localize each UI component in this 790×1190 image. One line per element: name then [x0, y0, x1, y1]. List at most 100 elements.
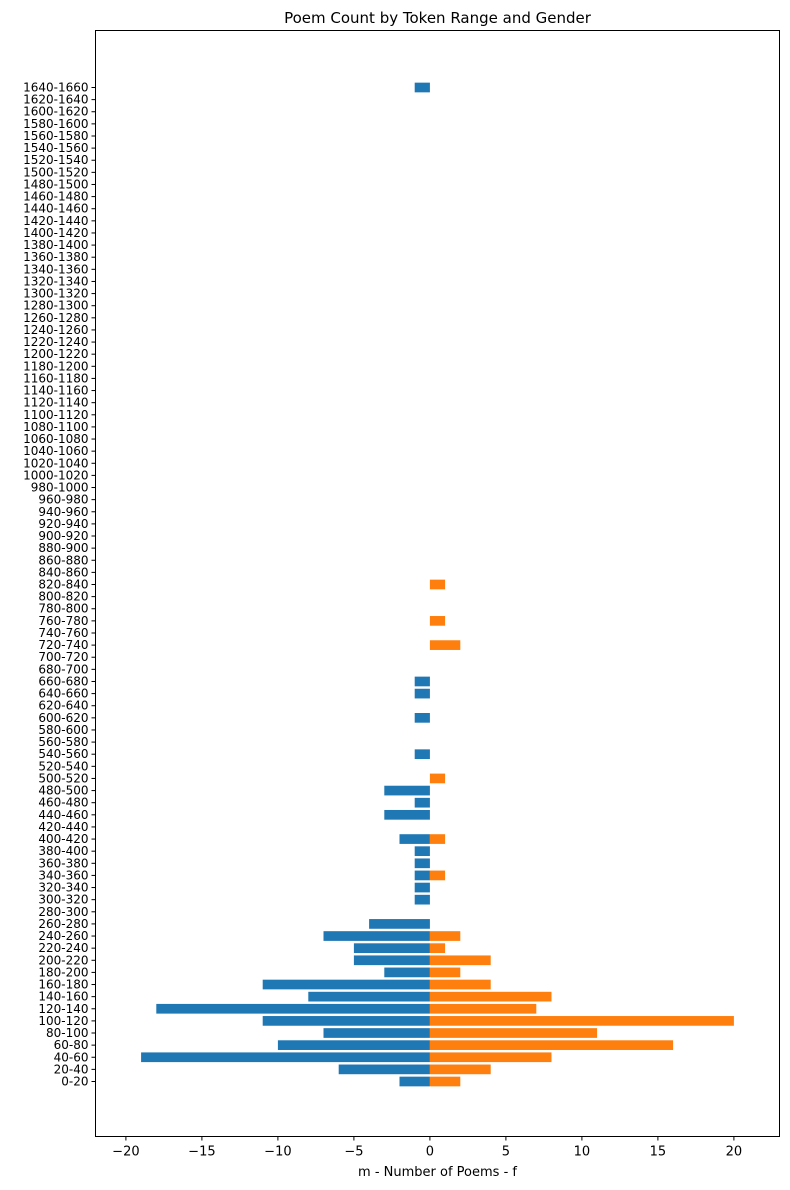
y-tick-label: 420-440: [38, 820, 88, 834]
bar-series-1-400-420: [399, 834, 430, 844]
x-axis-label: m - Number of Poems - f: [358, 1165, 517, 1180]
bar-series-2-0-20: [429, 1076, 461, 1087]
bar-series-2-220-240: [429, 943, 446, 954]
y-tick-label: 960-980: [38, 493, 88, 507]
bar-series-1-660-680: [414, 676, 430, 687]
bar-series-1-140-160: [308, 991, 430, 1002]
y-tick-label: 1100-1120: [23, 408, 88, 422]
y-tick-label: 1220-1240: [23, 335, 88, 349]
chart-title: Poem Count by Token Range and Gender: [284, 9, 592, 27]
y-tick-label: 740-760: [38, 626, 88, 640]
y-tick-label: 1380-1400: [23, 238, 88, 252]
y-tick-label: 1240-1260: [23, 323, 88, 337]
bar-series-2-160-180: [429, 979, 491, 990]
y-tick-label: 1420-1440: [23, 214, 88, 228]
y-tick-label: 300-320: [38, 893, 88, 907]
y-tick-label: 1560-1580: [23, 129, 88, 143]
y-tick-label: 120-140: [38, 1002, 88, 1016]
y-tick-label: 220-240: [38, 941, 88, 955]
y-tick-label: 1540-1560: [23, 141, 88, 155]
y-tick-label: 340-360: [38, 868, 88, 882]
bar-series-2-40-60: [429, 1052, 552, 1063]
y-tick-label: 1260-1280: [23, 311, 88, 325]
y-tick-label: 360-380: [38, 856, 88, 870]
bar-series-1-480-500: [384, 785, 430, 796]
bar-series-1-320-340: [414, 882, 430, 893]
y-tick-label: 1040-1060: [23, 444, 88, 458]
y-tick-label: 920-940: [38, 517, 88, 531]
y-tick-label: 1400-1420: [23, 226, 88, 240]
y-tick-label: 460-480: [38, 796, 88, 810]
bar-series-2-80-100: [429, 1028, 598, 1038]
bar-series-1-120-140: [156, 1003, 430, 1014]
y-tick-label: 40-60: [54, 1050, 89, 1064]
y-tick-label: 0-20: [61, 1075, 88, 1089]
x-tick-label: −20: [112, 1145, 139, 1160]
y-tick-label: 720-740: [38, 638, 88, 652]
bar-series-2-760-780: [429, 616, 446, 626]
y-tick-label: 640-660: [38, 687, 88, 701]
y-tick-label: 1000-1020: [23, 468, 88, 482]
bar-series-2-60-80: [429, 1040, 674, 1050]
bar-series-2-500-520: [429, 773, 446, 784]
y-tick-label: 180-200: [38, 965, 88, 979]
y-tick-label: 100-120: [38, 1014, 88, 1028]
bar-series-1-640-660: [414, 688, 430, 699]
y-tick-label: 620-640: [38, 699, 88, 713]
y-tick-label: 600-620: [38, 711, 88, 725]
bar-series-1-220-240: [353, 943, 430, 954]
y-tick-label: 280-300: [38, 905, 88, 919]
x-tick-label: 5: [502, 1145, 510, 1160]
x-tick-label: −10: [264, 1145, 291, 1160]
y-tick-label: 1080-1100: [23, 420, 88, 434]
bar-series-2-720-740: [429, 640, 461, 650]
y-tick-label: 940-960: [38, 505, 88, 519]
x-tick-label: −15: [188, 1145, 215, 1160]
y-tick-label: 1460-1480: [23, 190, 88, 204]
bar-series-1-360-380: [414, 858, 430, 869]
y-tick-label: 1640-1660: [23, 81, 88, 95]
y-tick-label: 860-880: [38, 553, 88, 567]
y-tick-label: 80-100: [46, 1026, 89, 1040]
y-tick-label: 320-340: [38, 881, 88, 895]
bar-series-2-240-260: [429, 931, 461, 941]
x-tick-label: 15: [650, 1145, 667, 1160]
y-tick-label: 500-520: [38, 771, 88, 785]
x-axis: −20 −15 −10 −5 0 5 10 15 20: [112, 1136, 742, 1160]
y-tick-label: 680-700: [38, 662, 88, 676]
bar-series-1-540-560: [414, 749, 430, 760]
y-tick-label: 1620-1640: [23, 93, 88, 107]
bar-series-1-440-460: [384, 809, 430, 820]
bar-series-1-80-100: [323, 1028, 430, 1038]
y-tick-label: 1480-1500: [23, 177, 88, 191]
bar-series-2-140-160: [429, 991, 552, 1002]
y-tick-label: 160-180: [38, 978, 88, 992]
bar-series-2-120-140: [429, 1003, 537, 1014]
y-tick-label: 980-1000: [31, 481, 89, 495]
y-tick-label: 840-860: [38, 565, 88, 579]
y-tick-label: 1340-1360: [23, 262, 88, 276]
y-tick-label: 1520-1540: [23, 153, 88, 167]
y-tick-label: 800-820: [38, 590, 88, 604]
bar-series-1-60-80: [277, 1040, 430, 1050]
y-tick-label: 200-220: [38, 953, 88, 967]
bar-series-2-180-200: [429, 967, 461, 978]
y-tick-label: 820-840: [38, 578, 88, 592]
x-tick-label: 0: [426, 1145, 434, 1160]
y-tick-label: 1440-1460: [23, 202, 88, 216]
y-tick-label: 700-720: [38, 650, 88, 664]
bar-series-1-600-620: [414, 712, 430, 723]
y-tick-label: 20-40: [54, 1062, 89, 1076]
y-tick-label: 1280-1300: [23, 299, 88, 313]
y-tick-label: 440-460: [38, 808, 88, 822]
y-tick-label: 900-920: [38, 529, 88, 543]
x-tick-label: 10: [574, 1145, 591, 1160]
bar-series-2-340-360: [429, 870, 446, 881]
bar-series-1-20-40: [338, 1064, 430, 1075]
bar-series-1-100-120: [262, 1016, 430, 1026]
y-tick-label: 1580-1600: [23, 117, 88, 131]
y-tick-label: 760-780: [38, 614, 88, 628]
bar-series-2-20-40: [429, 1064, 491, 1075]
bar-series-1-40-60: [141, 1052, 430, 1063]
y-tick-label: 660-680: [38, 674, 88, 688]
